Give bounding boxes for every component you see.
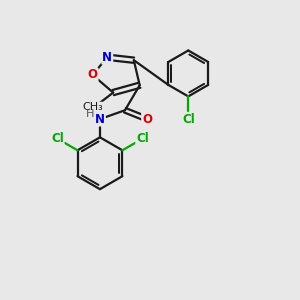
Text: Cl: Cl xyxy=(51,132,64,145)
Text: O: O xyxy=(88,68,98,81)
Text: H: H xyxy=(86,109,95,119)
Text: CH₃: CH₃ xyxy=(82,102,103,112)
Text: O: O xyxy=(142,112,152,126)
Text: N: N xyxy=(102,51,112,64)
Text: Cl: Cl xyxy=(182,113,195,126)
Text: N: N xyxy=(95,112,105,126)
Text: Cl: Cl xyxy=(136,132,148,145)
